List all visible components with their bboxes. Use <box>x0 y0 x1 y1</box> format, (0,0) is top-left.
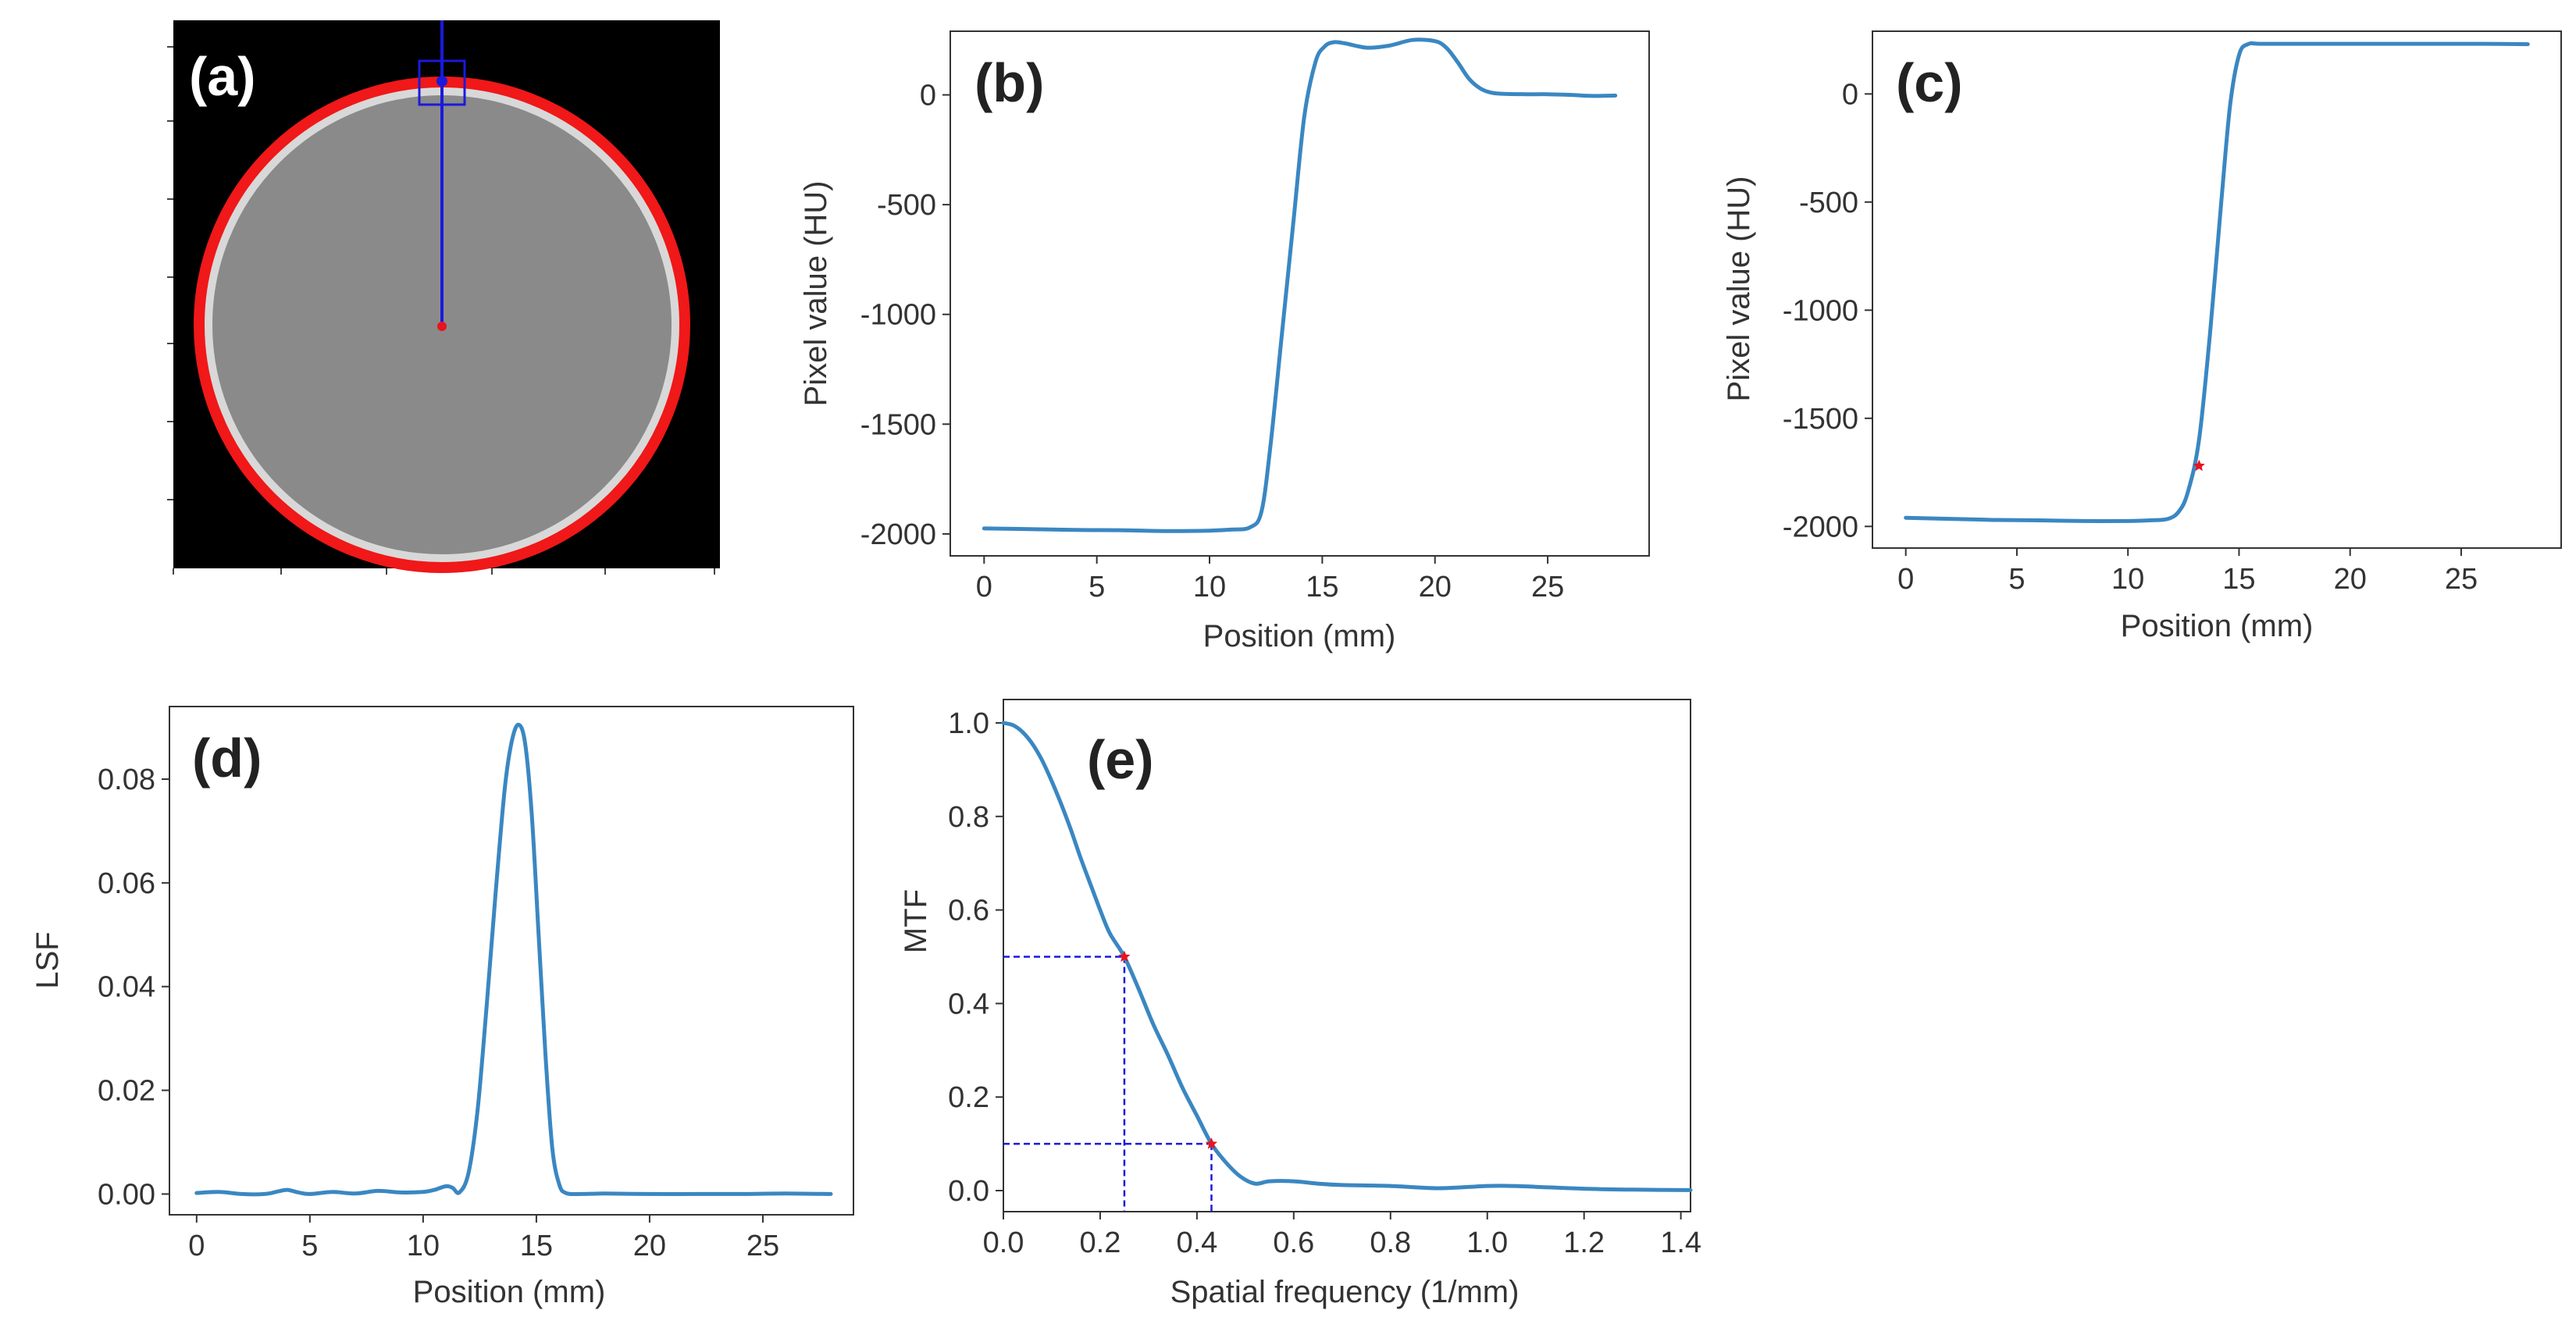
x-axis-label-c: Position (mm) <box>2121 609 2314 643</box>
x-tick-label: 0.8 <box>1370 1226 1411 1259</box>
roi-point <box>436 76 447 87</box>
markers-c <box>2193 459 2205 472</box>
panel-label-d: (d) <box>192 728 262 789</box>
x-tick-label: 25 <box>746 1230 779 1262</box>
y-tick-label: 0.02 <box>98 1075 155 1108</box>
x-tick-label: 10 <box>1193 571 1226 603</box>
y-tick-label: 0.08 <box>98 764 155 796</box>
x-tick-label: 25 <box>1531 571 1564 603</box>
x-tick-label: 5 <box>2008 563 2025 596</box>
y-tick-label: 0.04 <box>98 971 155 1004</box>
y-axis-label-d: LSF <box>30 931 65 988</box>
image-axis-ticks <box>167 46 715 575</box>
x-tick-label: 0.4 <box>1176 1226 1217 1259</box>
x-tick-label: 1.2 <box>1563 1226 1605 1259</box>
x-tick-label: 15 <box>1306 571 1338 603</box>
y-tick-label: 0.4 <box>948 988 989 1020</box>
x-tick-label: 15 <box>520 1230 553 1262</box>
panel-label-e: (e) <box>1087 729 1154 790</box>
x-tick-label: 20 <box>1419 571 1452 603</box>
y-ticks-e: 0.0 0.2 0.4 0.6 0.8 1.0 <box>948 707 1003 1208</box>
y-axis-label-e: MTF <box>899 889 933 953</box>
x-tick-label: 0.0 <box>983 1226 1024 1259</box>
y-tick-label: -1500 <box>860 408 936 441</box>
panel-e-mtf: 0.0 0.2 0.4 0.6 0.8 1.0 1.2 1.4 0.0 0.2 0.4 0.6 0.8… <box>899 699 1701 1309</box>
panel-label-a: (a) <box>189 46 256 107</box>
star-marker <box>1118 950 1131 962</box>
x-tick-label: 5 <box>1088 571 1105 603</box>
y-tick-label: -500 <box>877 189 936 222</box>
x-tick-label: 1.4 <box>1660 1226 1701 1259</box>
y-tick-label: 0.6 <box>948 895 989 927</box>
x-tick-label: 20 <box>2334 563 2367 596</box>
panel-label-c: (c) <box>1896 52 1963 113</box>
x-ticks-e: 0.0 0.2 0.4 0.6 0.8 1.0 1.2 1.4 <box>983 1212 1701 1259</box>
y-tick-label: -1500 <box>1783 403 1858 436</box>
x-tick-label: 15 <box>2222 563 2255 596</box>
y-tick-label: 0 <box>1842 78 1858 111</box>
x-tick-label: 10 <box>2111 563 2144 596</box>
guides-e <box>1003 956 1213 1212</box>
y-tick-label: 0.8 <box>948 801 989 834</box>
x-tick-label: 0.6 <box>1273 1226 1314 1259</box>
markers-e <box>1118 950 1218 1149</box>
x-tick-label: 0.2 <box>1080 1226 1121 1259</box>
x-tick-label: 5 <box>301 1230 318 1262</box>
x-axis-label-b: Position (mm) <box>1203 619 1396 653</box>
star-marker <box>1205 1137 1218 1149</box>
lsf-curve <box>194 722 833 1197</box>
y-ticks-c: 0 -500 -1000 -1500 -2000 <box>1783 78 1872 543</box>
y-tick-label: 0.00 <box>98 1178 155 1211</box>
y-tick-label: -2000 <box>860 518 936 551</box>
y-tick-label: -500 <box>1799 187 1858 219</box>
y-tick-label: -1000 <box>860 299 936 332</box>
panel-b-edge-profile: 0 5 10 15 20 25 0 -500 -1000 -1500 -2000 Position… <box>799 30 1650 653</box>
x-ticks-c: 0 5 10 15 20 25 <box>1897 548 2478 596</box>
x-axis-label-d: Position (mm) <box>413 1275 606 1309</box>
x-tick-label: 25 <box>2445 563 2478 596</box>
y-axis-label-c: Pixel value (HU) <box>1722 176 1756 402</box>
center-point <box>437 322 447 331</box>
plot-frame-d <box>169 706 854 1216</box>
panel-a-ct-image: (a) <box>167 20 720 575</box>
plot-frame-b <box>950 30 1650 557</box>
y-tick-label: 0 <box>920 80 936 112</box>
y-tick-label: -1000 <box>1783 294 1858 327</box>
y-tick-label: -2000 <box>1783 511 1858 543</box>
y-tick-label: 1.0 <box>948 707 989 740</box>
profile-curve-b <box>982 37 1618 533</box>
x-tick-label: 0 <box>1897 563 1914 596</box>
panel-d-lsf: 0 5 10 15 20 25 0.00 0.02 0.04 0.06 0.08 Position… <box>30 706 854 1309</box>
x-tick-label: 0 <box>188 1230 205 1262</box>
x-tick-label: 0 <box>976 571 992 603</box>
y-tick-label: 0.2 <box>948 1081 989 1114</box>
y-tick-label: 0.06 <box>98 867 155 900</box>
profile-curve-c <box>1904 41 2530 523</box>
panel-label-b: (b) <box>974 52 1044 113</box>
y-axis-label-b: Pixel value (HU) <box>799 181 833 407</box>
x-axis-label-e: Spatial frequency (1/mm) <box>1170 1275 1520 1309</box>
x-ticks-d: 0 5 10 15 20 25 <box>188 1215 779 1262</box>
y-ticks-b: 0 -500 -1000 -1500 -2000 <box>860 80 950 551</box>
mtf-curve <box>1001 721 1693 1192</box>
x-tick-label: 1.0 <box>1466 1226 1508 1259</box>
y-ticks-d: 0.00 0.02 0.04 0.06 0.08 <box>98 764 169 1211</box>
y-tick-label: 0.0 <box>948 1175 989 1208</box>
x-ticks-b: 0 5 10 15 20 25 <box>976 556 1564 603</box>
plot-frame-e <box>1003 699 1691 1212</box>
roi-box <box>418 59 466 106</box>
panel-c-edge-profile: 0 5 10 15 20 25 0 -500 -1000 -1500 -2000 Position… <box>1722 30 2562 643</box>
x-tick-label: 10 <box>407 1230 440 1262</box>
star-marker <box>2193 459 2205 472</box>
x-tick-label: 20 <box>633 1230 666 1262</box>
plot-frame-c <box>1872 30 2562 549</box>
